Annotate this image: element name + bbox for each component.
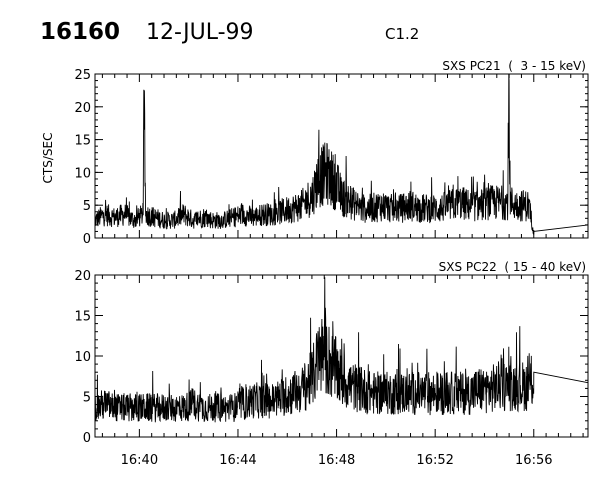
y-tick-label: 5 [83, 391, 91, 406]
panel-pc21: SXS PC21 ( 3 - 15 keV) CTS/SEC 0 5 10 15 20 2… [41, 59, 589, 247]
x-tick-label: 16:40 [121, 453, 158, 468]
panel-pc22: SXS PC22 ( 15 - 40 keV) 0 5 10 15 20 [74, 260, 589, 446]
event-id: 16160 [40, 19, 120, 45]
plot-frame [94, 73, 589, 239]
event-date: 12-JUL-99 [146, 20, 254, 45]
panel-title: SXS PC22 ( 15 - 40 keV) [439, 260, 586, 274]
y-tick-label: 15 [74, 310, 91, 325]
y-tick-label: 10 [74, 166, 91, 181]
y-tick-label: 20 [74, 101, 91, 116]
goes-class: C1.2 [385, 25, 419, 43]
y-tick-label: 5 [83, 199, 91, 214]
y-tick-label: 0 [83, 232, 91, 247]
y-tick-label: 10 [74, 350, 91, 365]
x-tick-label: 16:52 [416, 453, 453, 468]
x-tick-label: 16:44 [219, 453, 256, 468]
y-tick-label: 20 [74, 269, 91, 284]
y-tick-label: 0 [83, 431, 91, 446]
x-tick-label: 16:56 [515, 453, 552, 468]
series-line [94, 277, 589, 423]
y-tick-label: 15 [74, 134, 91, 149]
y-tick-label: 25 [74, 68, 91, 83]
y-axis-label: CTS/SEC [41, 133, 55, 184]
series-line [94, 73, 589, 235]
x-tick-label: 16:48 [318, 453, 355, 468]
panel-title: SXS PC21 ( 3 - 15 keV) [442, 59, 586, 73]
